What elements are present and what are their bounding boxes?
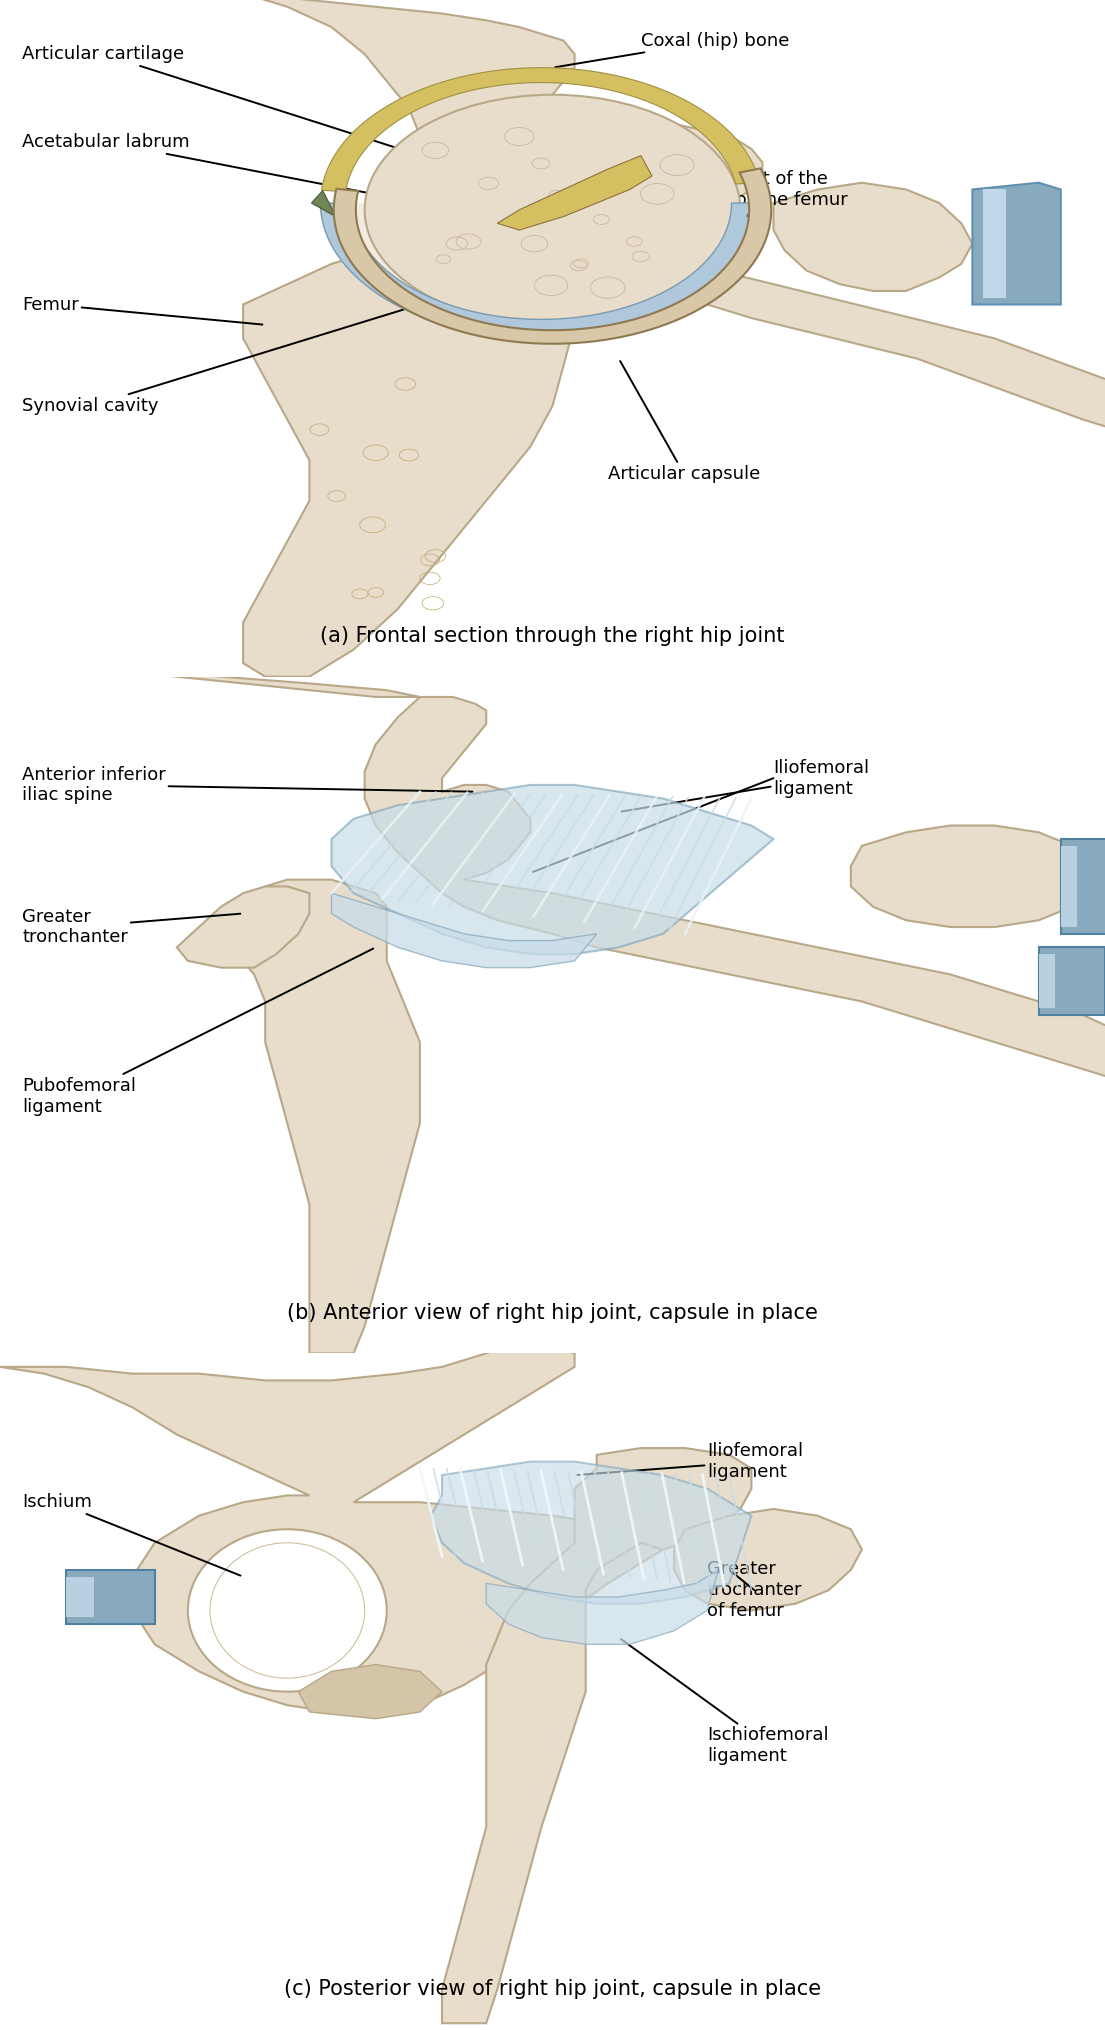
Polygon shape	[774, 183, 972, 290]
Polygon shape	[431, 1462, 751, 1604]
Wedge shape	[332, 203, 751, 331]
Polygon shape	[243, 244, 619, 676]
Polygon shape	[243, 0, 1105, 432]
Text: Ligament of the
head of the femur: Ligament of the head of the femur	[621, 171, 848, 256]
Polygon shape	[320, 203, 762, 339]
Polygon shape	[332, 893, 597, 968]
Wedge shape	[417, 203, 666, 284]
Polygon shape	[1061, 838, 1105, 934]
Polygon shape	[674, 1508, 862, 1610]
Polygon shape	[0, 1346, 685, 1711]
Ellipse shape	[188, 1529, 387, 1691]
Bar	[1061, 847, 1077, 928]
Text: Femur: Femur	[22, 296, 262, 325]
Circle shape	[365, 95, 740, 325]
Polygon shape	[298, 1665, 442, 1719]
Bar	[983, 189, 1006, 298]
Text: (c) Posterior view of right hip joint, capsule in place: (c) Posterior view of right hip joint, c…	[284, 1979, 821, 2000]
Polygon shape	[332, 786, 774, 954]
Text: Articular cartilage: Articular cartilage	[22, 45, 440, 162]
Polygon shape	[110, 670, 1105, 1082]
Polygon shape	[442, 1447, 751, 2024]
Polygon shape	[177, 887, 309, 968]
Text: Coxal (hip) bone: Coxal (hip) bone	[555, 32, 789, 67]
Polygon shape	[66, 1569, 155, 1624]
Polygon shape	[497, 156, 652, 229]
Polygon shape	[747, 191, 771, 217]
Polygon shape	[1039, 948, 1105, 1015]
Text: Greater
tronchanter: Greater tronchanter	[22, 907, 240, 946]
Bar	[66, 1577, 94, 1618]
Bar	[1039, 954, 1055, 1009]
Polygon shape	[312, 191, 336, 217]
Text: (b) Anterior view of right hip joint, capsule in place: (b) Anterior view of right hip joint, ca…	[287, 1303, 818, 1324]
Ellipse shape	[210, 1543, 365, 1679]
Polygon shape	[486, 1569, 718, 1644]
Text: (a) Frontal section through the right hip joint: (a) Frontal section through the right hi…	[320, 625, 785, 646]
Text: Synovial cavity: Synovial cavity	[22, 304, 418, 414]
Text: Ischium: Ischium	[22, 1494, 241, 1575]
Text: Pubofemoral
ligament: Pubofemoral ligament	[22, 948, 373, 1117]
Polygon shape	[221, 879, 420, 1354]
Text: Greater
trochanter
of femur: Greater trochanter of femur	[707, 1561, 802, 1620]
Text: Ischiofemoral
ligament: Ischiofemoral ligament	[621, 1638, 829, 1766]
Text: Articular capsule: Articular capsule	[608, 361, 760, 483]
Text: Iliofemoral
ligament: Iliofemoral ligament	[621, 759, 870, 812]
Text: Acetabular labrum: Acetabular labrum	[22, 134, 418, 203]
Polygon shape	[972, 183, 1061, 304]
Polygon shape	[322, 67, 760, 191]
Polygon shape	[851, 826, 1094, 928]
Text: Iliofemoral
ligament: Iliofemoral ligament	[578, 1441, 803, 1482]
Polygon shape	[334, 168, 771, 343]
Text: Anterior inferior
iliac spine: Anterior inferior iliac spine	[22, 765, 472, 804]
